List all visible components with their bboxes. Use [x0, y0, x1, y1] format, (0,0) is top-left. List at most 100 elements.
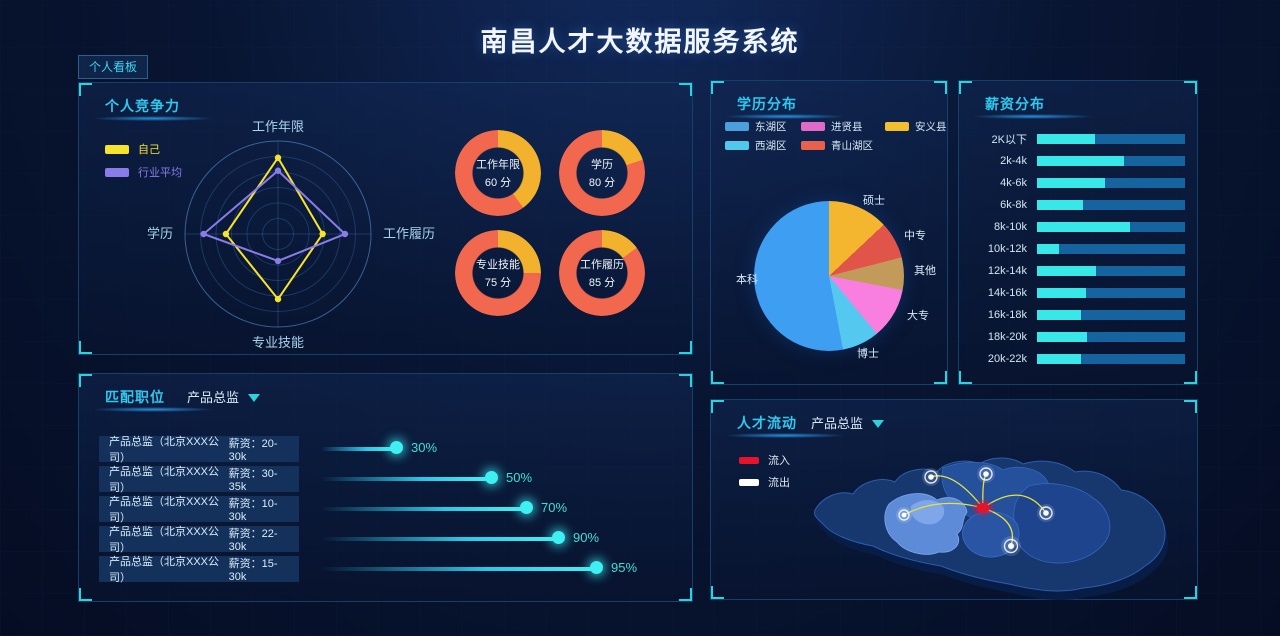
salary-bar-track: [1037, 200, 1185, 210]
salary-bar-label: 18k-20k: [987, 331, 1027, 343]
pie-slice-label: 博士: [857, 348, 879, 360]
salary-bar-label: 16k-18k: [987, 309, 1027, 321]
donut-ring: [559, 230, 645, 316]
salary-bar-fill: [1037, 156, 1125, 166]
salary-bar-fill: [1037, 288, 1086, 298]
legend-label: 行业平均: [138, 167, 182, 179]
salary-bar-label: 2K以下: [991, 134, 1027, 146]
header-glow: [725, 433, 845, 438]
jobs-dropdown[interactable]: 产品总监: [187, 387, 261, 406]
legend-swatch: [725, 141, 749, 150]
donut-ring: [455, 230, 541, 316]
map-region-west-highlight: [911, 500, 945, 525]
donut-gauge: 专业技能 75 分: [455, 230, 541, 316]
progress-percent: 70%: [541, 500, 568, 515]
job-card[interactable]: 产品总监（北京XXX公司） 薪资：22-30k: [99, 526, 299, 554]
salary-bar-track: [1037, 222, 1185, 232]
legend-item[interactable]: 青山湖区: [801, 138, 885, 153]
legend-label: 青山湖区: [831, 140, 873, 152]
donut-label: 学历: [591, 159, 613, 171]
progress-dot: [590, 561, 603, 574]
legend-item[interactable]: 流入: [739, 452, 790, 468]
salary-bar-fill: [1037, 332, 1088, 342]
progress-percent: 30%: [411, 440, 438, 455]
legend-item[interactable]: 东湖区: [725, 119, 801, 134]
legend-item[interactable]: 进贤县: [801, 119, 885, 134]
salary-bar-fill: [1037, 200, 1083, 210]
progress-line: [321, 537, 558, 541]
legend-item[interactable]: 自己: [105, 141, 182, 157]
legend-swatch: [885, 122, 909, 131]
jobs-dropdown-label: 产品总监: [187, 390, 240, 405]
salary-bars: 2K以下 2k-4k 4k-6k 6k-8k 8k-10k 10k-12k 12k-14k 1…: [969, 134, 1185, 376]
legend-item[interactable]: 流出: [739, 474, 790, 490]
salary-bar-row: 16k-18k: [969, 309, 1185, 321]
map-flow-line: [930, 475, 984, 509]
panel-competitiveness: 个人竞争力 自己 行业平均 工作年限 工作履历 专业技能 学历 工作年限 60 分学历 80…: [78, 82, 693, 355]
header-glow: [725, 114, 845, 119]
education-legend: 东湖区 进贤县 安义县西湖区 青山湖区: [725, 119, 955, 153]
education-pie: [754, 201, 904, 351]
job-salary: 薪资：20-30k: [228, 438, 278, 463]
job-title: 产品总监（北京XXX公司）: [109, 466, 220, 494]
score-donut-grid: 工作年限 60 分 学历 80 分专业技能 75 分 工作履历 85 分: [455, 130, 645, 316]
progress-line: [321, 567, 596, 571]
job-row: 产品总监（北京XXX公司） 薪资：22-30k 90%: [99, 526, 678, 554]
legend-swatch: [725, 122, 749, 131]
donut-text: 学历 80 分: [559, 130, 645, 216]
job-title: 产品总监（北京XXX公司）: [109, 526, 220, 554]
pie-slice-label: 硕士: [863, 195, 885, 207]
progress-dot: [520, 501, 533, 514]
legend-label: 东湖区: [755, 121, 787, 133]
donut-score: 80 分: [588, 177, 616, 189]
salary-bar-row: 4k-6k: [969, 177, 1185, 189]
panel-education-title: 学历分布: [737, 96, 797, 112]
donut-label: 工作履历: [580, 259, 624, 271]
job-card[interactable]: 产品总监（北京XXX公司） 薪资：20-30k: [99, 436, 299, 464]
salary-bar-label: 8k-10k: [993, 221, 1027, 233]
salary-bar-label: 10k-12k: [987, 243, 1027, 255]
job-salary: 薪资：15-30k: [228, 558, 278, 583]
salary-bar-label: 4k-6k: [1000, 177, 1027, 189]
salary-bar-row: 12k-14k: [969, 265, 1185, 277]
donut-score: 85 分: [588, 277, 616, 289]
salary-bar-row: 2K以下: [969, 134, 1185, 146]
progress-percent: 90%: [573, 530, 600, 545]
job-row: 产品总监（北京XXX公司） 薪资：10-30k 70%: [99, 496, 678, 524]
progress-dot: [552, 531, 565, 544]
legend-item[interactable]: 西湖区: [725, 138, 801, 153]
donut-gauge: 学历 80 分: [559, 130, 645, 216]
panel-salary-title: 薪资分布: [985, 96, 1045, 112]
progress-dot: [485, 471, 498, 484]
legend-item[interactable]: 安义县: [885, 119, 955, 134]
salary-bar-label: 20k-22k: [987, 353, 1027, 365]
radar-legend: 自己行业平均: [105, 141, 182, 187]
legend-swatch: [105, 167, 129, 177]
map-city-dot: [1001, 536, 1021, 556]
salary-bar-label: 2k-4k: [1000, 155, 1027, 167]
panel-competitiveness-title: 个人竞争力: [105, 98, 180, 114]
chevron-down-icon: [872, 419, 885, 428]
legend-swatch: [801, 122, 825, 131]
job-card[interactable]: 产品总监（北京XXX公司） 薪资：10-30k: [99, 496, 299, 524]
job-card[interactable]: 产品总监（北京XXX公司） 薪资：30-35k: [99, 466, 299, 494]
flow-dropdown[interactable]: 产品总监: [811, 413, 885, 432]
salary-bar-track: [1037, 288, 1185, 298]
dashboard-tag[interactable]: 个人看板: [78, 55, 149, 79]
salary-bar-track: [1037, 332, 1185, 342]
pie-slice-label: 中专: [904, 230, 926, 242]
legend-label: 安义县: [915, 121, 947, 133]
salary-bar-row: 2k-4k: [969, 155, 1185, 167]
job-card[interactable]: 产品总监（北京XXX公司） 薪资：15-30k: [99, 556, 299, 584]
legend-item[interactable]: 行业平均: [105, 164, 182, 180]
salary-bar-fill: [1037, 244, 1060, 254]
salary-bar-fill: [1037, 178, 1106, 188]
salary-bar-row: 6k-8k: [969, 199, 1185, 211]
header-glow: [93, 116, 213, 121]
donut-gauge: 工作履历 85 分: [559, 230, 645, 316]
panel-jobs: 匹配职位 产品总监 产品总监（北京XXX公司） 薪资：20-30k 30% 产品总监（…: [78, 373, 693, 602]
salary-bar-label: 14k-16k: [987, 287, 1027, 299]
salary-bar-track: [1037, 156, 1185, 166]
job-title: 产品总监（北京XXX公司）: [109, 496, 220, 524]
